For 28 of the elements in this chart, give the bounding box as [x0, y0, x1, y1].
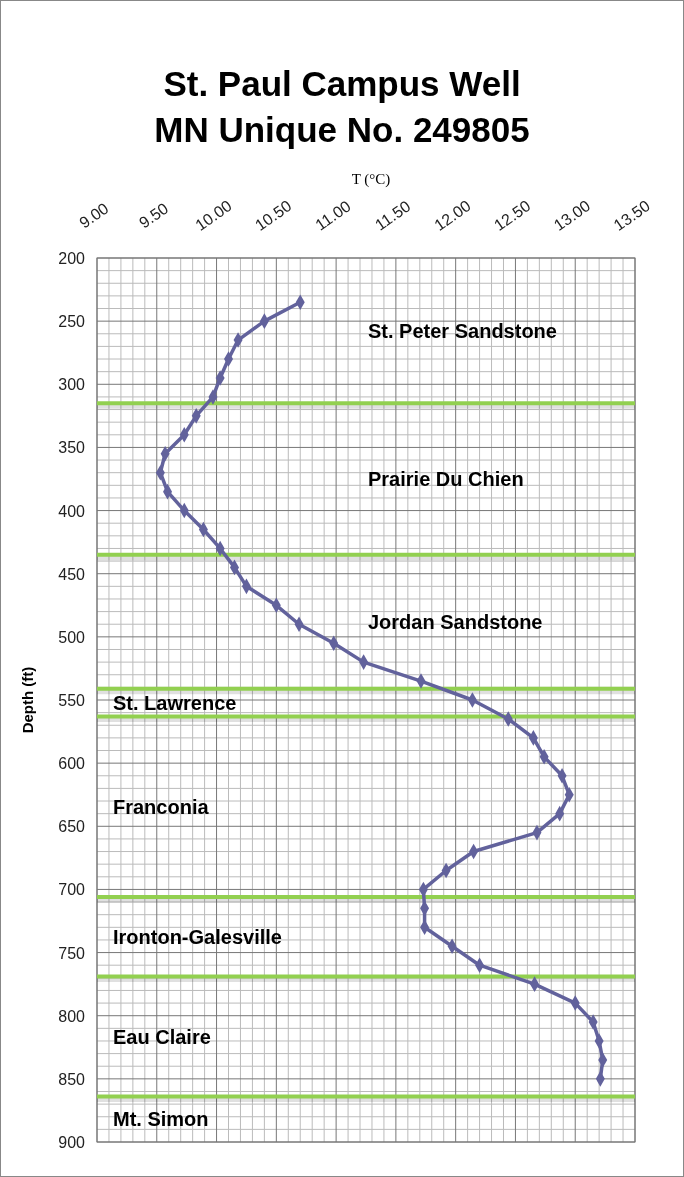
y-tick-label: 550 — [58, 692, 86, 709]
annotation: St. Lawrence — [113, 691, 237, 714]
x-axis-title: T (°C) — [351, 171, 391, 188]
x-tick-label: 9.50 — [135, 199, 172, 232]
y-tick-label: 700 — [58, 881, 86, 899]
annotation: Mt. Simon — [113, 1108, 209, 1131]
y-tick-label: 250 — [58, 313, 86, 331]
y-tick-label: 350 — [58, 439, 86, 457]
y-tick-label: 850 — [58, 1070, 86, 1088]
y-axis-title: Depth (ft) — [19, 666, 36, 734]
x-tick-label: 9.00 — [76, 199, 112, 232]
annotation: Ironton-Galesville — [113, 925, 282, 948]
y-tick-label: 600 — [58, 755, 86, 773]
y-tick-label: 650 — [58, 818, 86, 836]
annotation: St. Peter Sandstone — [368, 319, 557, 342]
y-tick-label: 900 — [58, 1134, 86, 1151]
chart-title: St. Paul Campus Well MN Unique No. 249805 — [154, 64, 530, 149]
y-tick-label: 800 — [58, 1007, 86, 1025]
y-tick-label: 450 — [58, 565, 86, 583]
y-tick-label: 200 — [58, 250, 86, 267]
annotation: Eau Claire — [113, 1025, 211, 1048]
y-tick-label: 400 — [58, 502, 86, 520]
y-tick-label: 750 — [58, 944, 86, 962]
y-tick-label: 300 — [58, 376, 86, 394]
annotation: Prairie Du Chien — [368, 468, 524, 490]
y-tick-label: 500 — [58, 628, 86, 646]
annotation: Franconia — [113, 795, 210, 818]
annotation: Jordan Sandstone — [368, 610, 543, 633]
